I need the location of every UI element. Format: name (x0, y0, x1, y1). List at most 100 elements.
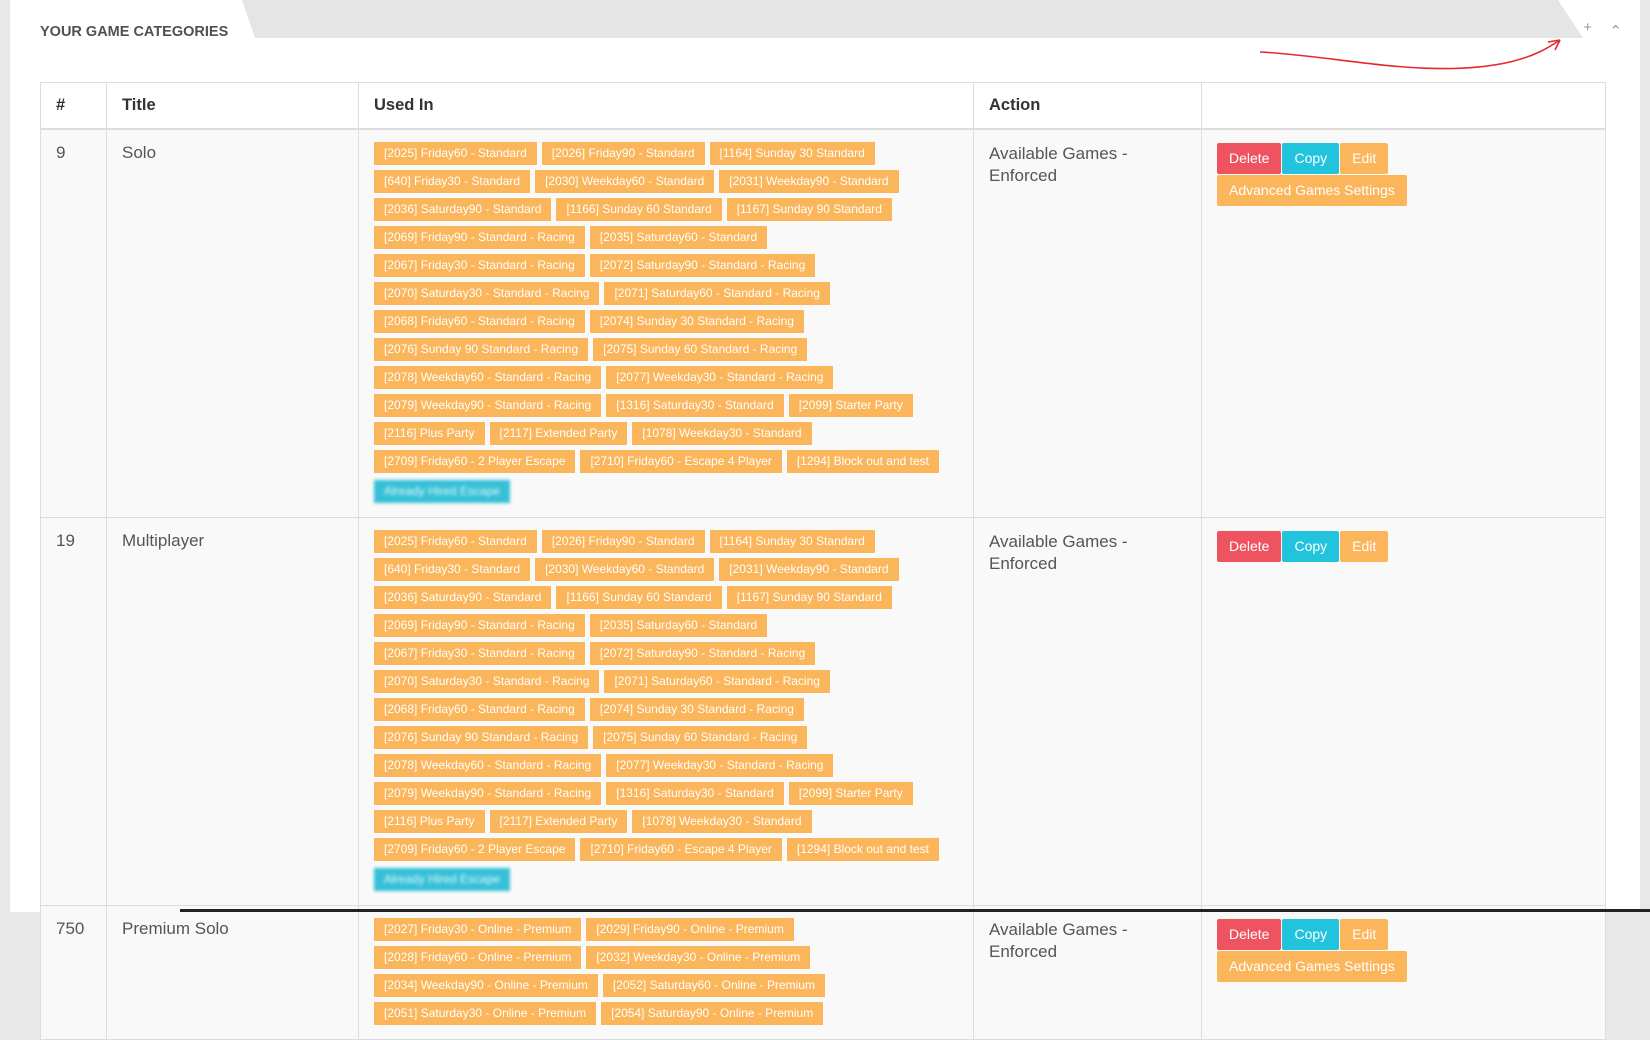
game-tag[interactable]: [2052] Saturday60 - Online - Premium (602, 974, 825, 997)
game-tag[interactable]: [2709] Friday60 - 2 Player Escape (374, 838, 576, 861)
delete-button[interactable]: Delete (1217, 531, 1282, 562)
game-tag[interactable]: [1167] Sunday 90 Standard (726, 586, 892, 609)
game-tag[interactable]: [2068] Friday60 - Standard - Racing (374, 310, 585, 333)
game-tag[interactable]: [2076] Sunday 90 Standard - Racing (374, 338, 589, 361)
game-tag[interactable]: [2068] Friday60 - Standard - Racing (374, 698, 585, 721)
game-tag[interactable]: [2031] Weekday90 - Standard (719, 170, 899, 193)
game-tag[interactable]: [1294] Block out and test (786, 450, 939, 473)
game-tag[interactable]: [2116] Plus Party (374, 810, 485, 833)
button-group: Delete Copy Edit (1217, 531, 1590, 563)
game-tag[interactable]: [1167] Sunday 90 Standard (726, 198, 892, 221)
game-tag[interactable]: [2116] Plus Party (374, 422, 485, 445)
game-tag[interactable]: [2075] Sunday 60 Standard - Racing (593, 726, 808, 749)
header-buttons (1201, 82, 1606, 130)
game-tag[interactable]: [2079] Weekday90 - Standard - Racing (374, 394, 602, 417)
game-tag[interactable]: [2054] Saturday90 - Online - Premium (601, 1002, 824, 1025)
copy-button[interactable]: Copy (1282, 143, 1340, 174)
game-tag[interactable]: [2036] Saturday90 - Standard (374, 198, 552, 221)
edit-button[interactable]: Edit (1340, 143, 1389, 174)
table-row: 19 Multiplayer [2025] Friday60 - Standard[… (40, 517, 1606, 906)
game-tag[interactable]: [2074] Sunday 30 Standard - Racing (589, 698, 804, 721)
game-tag[interactable]: [2036] Saturday90 - Standard (374, 586, 552, 609)
plus-icon[interactable]: + (1583, 19, 1592, 36)
action-text: Available Games - Enforced (989, 532, 1128, 573)
game-tag[interactable]: [1316] Saturday30 - Standard (606, 394, 784, 417)
game-tag[interactable]: [2028] Friday60 - Online - Premium (374, 946, 582, 969)
game-tag[interactable]: [2709] Friday60 - 2 Player Escape (374, 450, 576, 473)
game-tag[interactable]: [2117] Extended Party (489, 422, 628, 445)
edit-button[interactable]: Edit (1340, 531, 1389, 562)
game-tag[interactable]: [2072] Saturday90 - Standard - Racing (589, 642, 816, 665)
button-group: Delete Copy Edit (1217, 919, 1590, 951)
game-tag[interactable]: [2035] Saturday60 - Standard (589, 614, 768, 637)
panel-title: YOUR GAME CATEGORIES (40, 24, 229, 40)
game-tag[interactable]: [1078] Weekday30 - Standard (632, 810, 812, 833)
game-tag[interactable]: [2710] Friday60 - Escape 4 Player (580, 450, 782, 473)
game-tag[interactable]: [2075] Sunday 60 Standard - Racing (593, 338, 808, 361)
game-tag[interactable]: [2035] Saturday60 - Standard (589, 226, 768, 249)
game-tag[interactable]: [2077] Weekday30 - Standard - Racing (606, 754, 834, 777)
game-tag[interactable]: [2077] Weekday30 - Standard - Racing (606, 366, 834, 389)
game-tag[interactable]: [2069] Friday90 - Standard - Racing (374, 226, 585, 249)
game-tag-list: [2027] Friday30 - Online - Premium [2029]… (374, 918, 944, 1030)
game-tag[interactable]: [1164] Sunday 30 Standard (709, 530, 875, 553)
game-tag[interactable]: [1166] Sunday 60 Standard (556, 586, 722, 609)
game-tag[interactable]: [640] Friday30 - Standard (374, 558, 531, 581)
delete-button[interactable]: Delete (1217, 143, 1282, 174)
delete-button[interactable]: Delete (1217, 919, 1282, 950)
game-tag[interactable]: [2070] Saturday30 - Standard - Racing (374, 282, 600, 305)
game-tag[interactable]: [2069] Friday90 - Standard - Racing (374, 614, 585, 637)
header-title: Title (106, 82, 359, 130)
game-tag[interactable]: [1316] Saturday30 - Standard (606, 782, 784, 805)
game-tag[interactable]: [1294] Block out and test (786, 838, 939, 861)
row-buttons: Delete Copy Edit (1201, 517, 1606, 906)
game-tag[interactable]: [2031] Weekday90 - Standard (719, 558, 899, 581)
game-tag[interactable]: [2099] Starter Party (788, 394, 913, 417)
panel-tools-area (1558, 0, 1640, 38)
game-tag[interactable]: [1166] Sunday 60 Standard (556, 198, 722, 221)
game-tag[interactable]: [2067] Friday30 - Standard - Racing (374, 254, 585, 277)
game-tag[interactable]: [2071] Saturday60 - Standard - Racing (604, 670, 830, 693)
game-tag[interactable]: [2026] Friday90 - Standard (541, 530, 705, 553)
advanced-games-settings-button[interactable]: Advanced Games Settings (1217, 951, 1407, 982)
categories-table-wrapper: # Title Used In Action 9 Solo [2025] Frida… (40, 82, 1606, 1040)
game-tag[interactable]: [1078] Weekday30 - Standard (632, 422, 812, 445)
game-tag[interactable]: [2076] Sunday 90 Standard - Racing (374, 726, 589, 749)
edit-button[interactable]: Edit (1340, 919, 1389, 950)
game-tag[interactable]: [2025] Friday60 - Standard (374, 142, 537, 165)
game-tag[interactable]: [1164] Sunday 30 Standard (709, 142, 875, 165)
game-tag[interactable]: [2027] Friday30 - Online - Premium (374, 918, 582, 941)
game-tag[interactable]: [2078] Weekday60 - Standard - Racing (374, 754, 602, 777)
game-tag[interactable]: [2079] Weekday90 - Standard - Racing (374, 782, 602, 805)
game-tag[interactable]: [2030] Weekday60 - Standard (535, 170, 715, 193)
row-number: 19 (40, 517, 107, 906)
copy-button[interactable]: Copy (1282, 531, 1340, 562)
game-tag[interactable]: [2026] Friday90 - Standard (541, 142, 705, 165)
row-title: Premium Solo (106, 905, 359, 1040)
game-tag[interactable]: [2099] Starter Party (788, 782, 913, 805)
game-tag[interactable]: [2025] Friday60 - Standard (374, 530, 537, 553)
advanced-games-settings-button[interactable]: Advanced Games Settings (1217, 175, 1407, 206)
game-tag[interactable]: [2067] Friday30 - Standard - Racing (374, 642, 585, 665)
chevron-up-icon[interactable]: ⌃ (1609, 23, 1622, 40)
copy-button[interactable]: Copy (1282, 919, 1340, 950)
game-tag[interactable]: [2074] Sunday 30 Standard - Racing (589, 310, 804, 333)
game-tag[interactable]: [2078] Weekday60 - Standard - Racing (374, 366, 602, 389)
row-action: Available Games - Enforced (973, 128, 1202, 518)
game-tag[interactable]: [2070] Saturday30 - Standard - Racing (374, 670, 600, 693)
game-tag[interactable]: [2032] Weekday30 - Online - Premium (586, 946, 811, 969)
game-tag[interactable]: [2071] Saturday60 - Standard - Racing (604, 282, 830, 305)
game-tag-list: [2025] Friday60 - Standard [2026] Friday9… (374, 530, 944, 896)
game-tag[interactable]: [2029] Friday90 - Online - Premium (586, 918, 794, 941)
game-tag[interactable]: [2034] Weekday90 - Online - Premium (374, 974, 598, 997)
game-tag[interactable]: [2030] Weekday60 - Standard (535, 558, 715, 581)
blurred-tag: Already Hired Escape (374, 480, 511, 503)
game-tag[interactable]: [2072] Saturday90 - Standard - Racing (589, 254, 816, 277)
game-tag[interactable]: [2051] Saturday30 - Online - Premium (374, 1002, 597, 1025)
game-tag[interactable]: [640] Friday30 - Standard (374, 170, 531, 193)
row-action: Available Games - Enforced (973, 517, 1202, 906)
game-tag[interactable]: [2710] Friday60 - Escape 4 Player (580, 838, 782, 861)
button-group: Delete Copy Edit (1217, 143, 1590, 175)
game-tag[interactable]: [2117] Extended Party (489, 810, 628, 833)
row-used-in: [2025] Friday60 - Standard [2026] Friday9… (358, 128, 974, 518)
